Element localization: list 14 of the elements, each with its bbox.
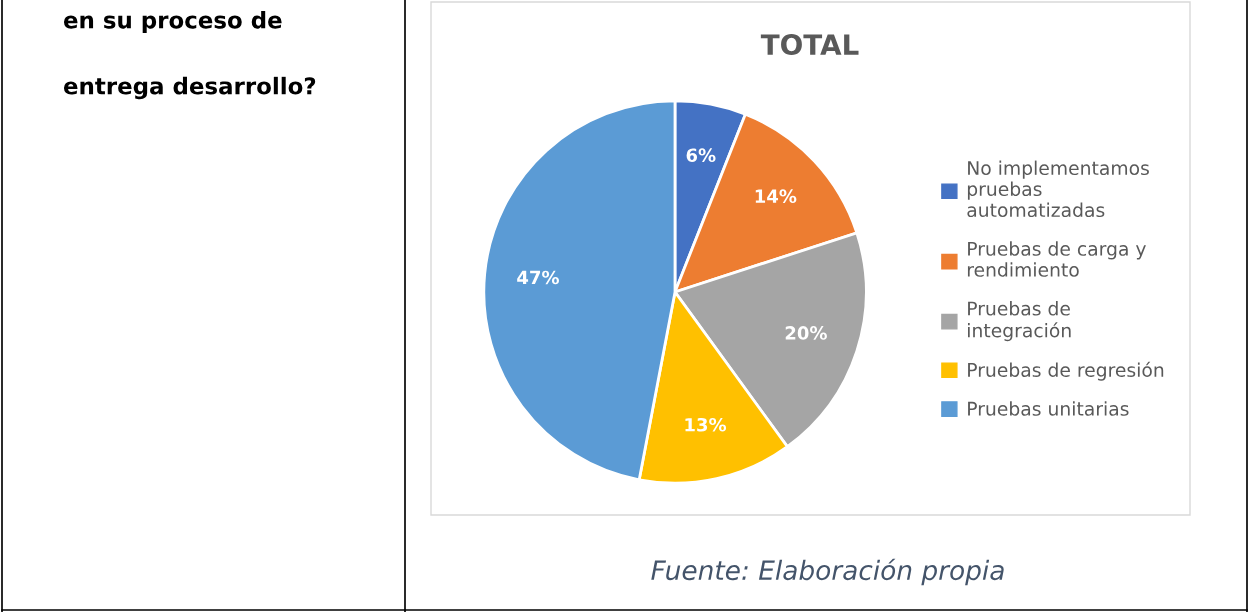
data-label: 14% [755,189,797,204]
legend-label: No implementamos pruebas automatizadas [967,160,1149,218]
legend-label: Pruebas unitarias [968,401,1129,416]
text: entrega desarrollo? [63,76,316,100]
data-label: 6% [686,148,716,163]
text: en su proceso de [63,10,282,34]
data-label: 13% [685,417,727,432]
chart-title: TOTAL [760,34,859,56]
data-label: 20% [785,326,827,340]
legend-label: Pruebas de carga y rendimiento [967,241,1146,277]
legend-label: Pruebas de integración [968,301,1071,342]
source-note: Fuente: Elaboración propia [651,558,1004,586]
legend-label: Pruebas de regresión [968,361,1164,381]
data-label: 47% [517,270,559,285]
